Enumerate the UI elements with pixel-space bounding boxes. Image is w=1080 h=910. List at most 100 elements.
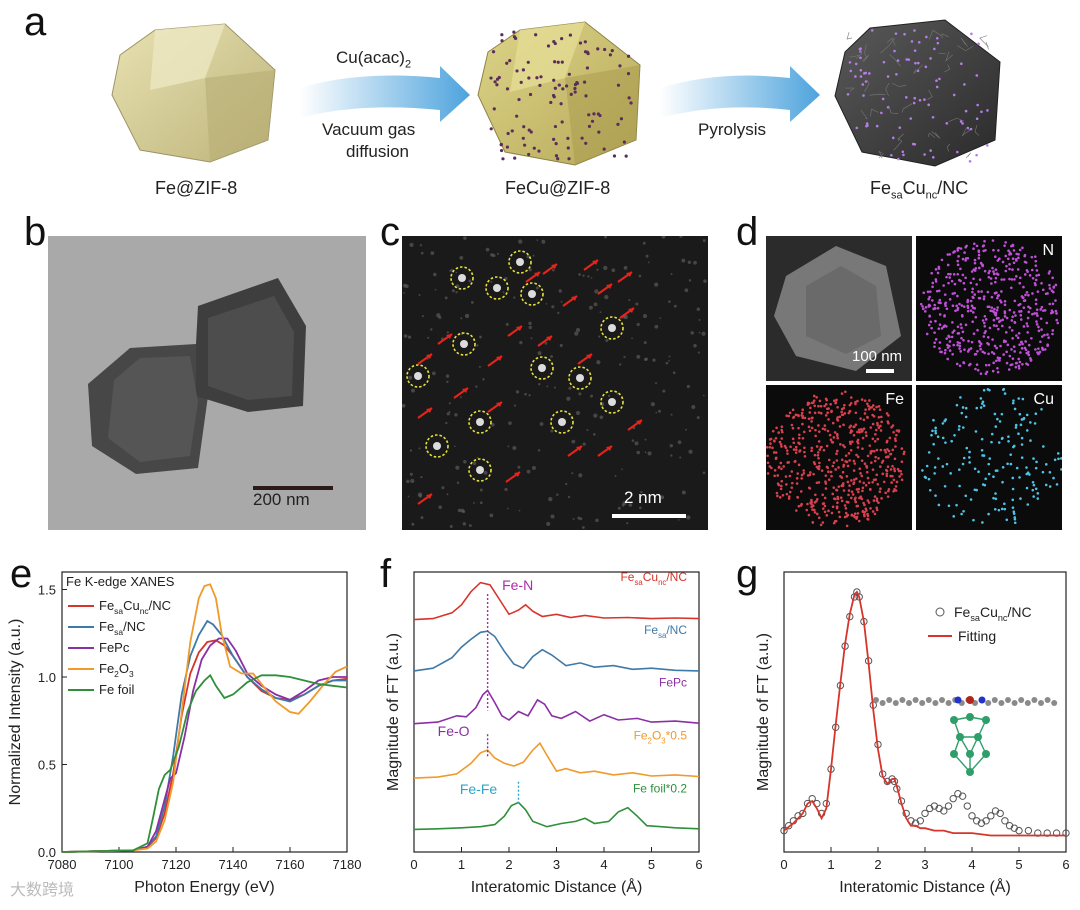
eds-dot: [900, 478, 904, 482]
stem-noise: [454, 413, 458, 417]
eds-dot: [785, 483, 788, 486]
cu-dot: [626, 54, 631, 58]
eds-dot: [938, 347, 941, 350]
eds-dot: [997, 327, 1000, 331]
n-atom: [954, 696, 962, 704]
eds-dot: [1032, 457, 1035, 460]
eds-dot: [859, 417, 862, 420]
cu-arrowhead: [462, 388, 468, 393]
eds-dot: [981, 402, 984, 405]
eds-dot: [835, 418, 839, 421]
eds-dot: [956, 249, 960, 252]
stem-noise: [551, 268, 555, 272]
eds-dot: [891, 464, 894, 468]
carbon-mesh-line: [849, 54, 860, 58]
cu-dot: [495, 83, 499, 87]
eds-dot: [996, 306, 999, 309]
stem-noise: [446, 412, 450, 416]
cu-dot: [523, 143, 527, 147]
eds-dot: [902, 452, 906, 456]
eds-dot: [853, 498, 857, 501]
cu-dot: [501, 157, 505, 161]
stem-noise: [611, 268, 616, 273]
eds-dot: [866, 476, 870, 480]
eds-dot: [982, 321, 986, 325]
eds-dot: [927, 297, 930, 301]
cu-dot: [629, 101, 633, 105]
eds-dot: [831, 492, 835, 496]
eds-dot: [1033, 422, 1037, 425]
cu-dot: [587, 124, 592, 128]
eds-dot: [1012, 399, 1015, 402]
eds-dot: [823, 510, 827, 514]
eds-dot: [1012, 261, 1016, 265]
stem-scalebar-label: 2 nm: [624, 488, 662, 507]
stem-noise: [445, 374, 450, 378]
eds-dot: [993, 412, 997, 416]
eds-dot: [1057, 457, 1060, 461]
eds-dot: [867, 501, 871, 504]
label-part: Fe: [99, 619, 114, 634]
eds-dot: [1005, 518, 1009, 522]
eds-dot: [952, 273, 956, 276]
eds-dot: [832, 497, 836, 500]
stem-noise: [445, 421, 448, 425]
stem-noise: [537, 351, 542, 356]
eds-dot: [766, 454, 769, 458]
cu-dot: [491, 50, 496, 54]
cu-dot: [881, 97, 885, 101]
eds-dot: [992, 318, 996, 322]
stem-noise: [524, 392, 527, 396]
cu-dot: [964, 109, 968, 113]
eds-dot: [858, 480, 862, 483]
stem-noise: [660, 495, 665, 500]
eds-dot: [1020, 456, 1024, 459]
eds-dot: [801, 408, 805, 412]
eds-dot: [827, 509, 830, 513]
eds-dot: [1007, 368, 1011, 371]
eds-dot: [805, 508, 809, 512]
stem-noise: [479, 501, 483, 505]
eds-dot: [823, 496, 827, 500]
eds-dot: [1002, 339, 1006, 343]
eds-dot: [878, 490, 882, 494]
eds-dot: [845, 475, 849, 478]
eds-dot: [934, 268, 938, 271]
eds-dot: [893, 467, 896, 471]
cu-dot: [499, 148, 504, 153]
stem-noise: [409, 449, 413, 452]
eds-dot: [933, 472, 936, 475]
x-tick-label: 7180: [333, 857, 362, 872]
cu-dot: [522, 125, 526, 129]
panel-d-letter: d: [736, 210, 759, 254]
eds-map-fe-dots: [766, 390, 906, 528]
step2-label: Pyrolysis: [698, 120, 767, 139]
eds-dot: [854, 402, 857, 406]
eds-dot: [862, 418, 866, 422]
stem-noise: [672, 371, 676, 375]
eds-dot: [871, 468, 875, 471]
eds-dot: [947, 504, 951, 508]
eds-dot: [816, 453, 820, 457]
eds-dot: [857, 519, 861, 523]
stem-noise: [430, 328, 433, 331]
cu-dot: [603, 47, 607, 52]
fe-atom-circle: [406, 364, 430, 388]
cu-dot: [893, 49, 896, 53]
eds-dot: [834, 401, 837, 405]
eds-dot: [815, 481, 819, 485]
eds-dot: [779, 487, 783, 491]
cu-dot: [938, 77, 941, 81]
stem-noise: [406, 479, 410, 484]
eds-dot: [994, 359, 998, 363]
cu-dot: [549, 100, 553, 105]
cu-dot: [512, 30, 516, 34]
eds-dot: [829, 402, 832, 406]
eds-dot: [978, 341, 982, 344]
cu-arrowhead: [628, 308, 634, 313]
eds-dot: [956, 332, 960, 335]
cu-dot: [935, 85, 939, 89]
eds-dot: [887, 414, 890, 417]
eds-dot: [1012, 510, 1016, 514]
eds-dot: [891, 474, 894, 478]
